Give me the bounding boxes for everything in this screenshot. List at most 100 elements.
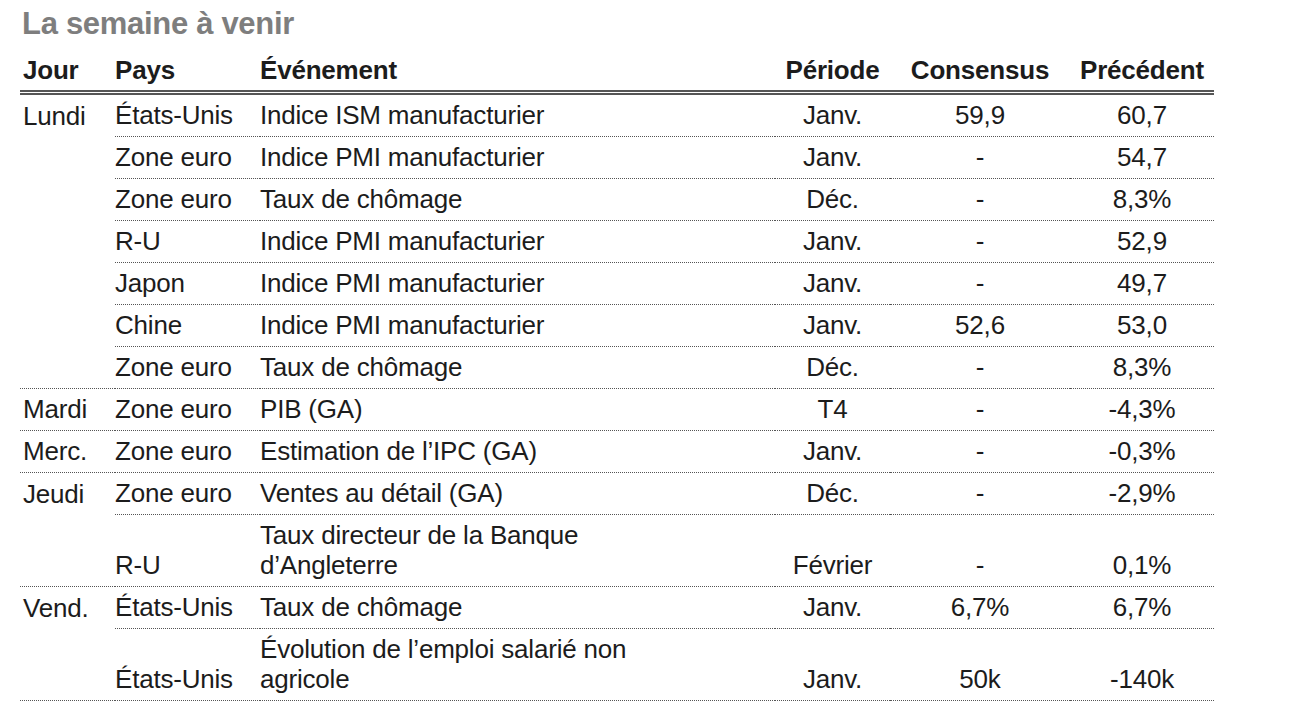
previous-cell: 0,1%	[1070, 515, 1214, 587]
period-cell: Janv.	[775, 587, 890, 629]
consensus-cell: -	[890, 347, 1070, 389]
consensus-cell: -	[890, 221, 1070, 263]
period-cell: T4	[775, 389, 890, 431]
consensus-cell: -	[890, 137, 1070, 179]
week-ahead-table: Jour Pays Événement Période Consensus Pr…	[20, 55, 1214, 701]
consensus-cell: -	[890, 515, 1070, 587]
country-cell: Zone euro	[115, 473, 260, 515]
country-cell: Zone euro	[115, 347, 260, 389]
table-row: R-UTaux directeur de la Banque d’Anglete…	[20, 515, 1214, 587]
country-cell: États-Unis	[115, 93, 260, 137]
day-cell	[20, 305, 115, 347]
event-cell: Indice PMI manufacturier	[260, 221, 775, 263]
previous-cell: -2,9%	[1070, 473, 1214, 515]
country-cell: R-U	[115, 515, 260, 587]
period-cell: Déc.	[775, 473, 890, 515]
event-cell: Indice PMI manufacturier	[260, 305, 775, 347]
country-cell: Zone euro	[115, 137, 260, 179]
day-cell: Lundi	[20, 93, 115, 137]
col-header-pays: Pays	[115, 55, 260, 93]
event-cell: Taux de chômage	[260, 347, 775, 389]
period-cell: Février	[775, 515, 890, 587]
country-cell: Zone euro	[115, 179, 260, 221]
consensus-cell: -	[890, 263, 1070, 305]
previous-cell: -0,3%	[1070, 431, 1214, 473]
table-body: LundiÉtats-UnisIndice ISM manufacturierJ…	[20, 93, 1214, 701]
consensus-cell: 59,9	[890, 93, 1070, 137]
col-header-consensus: Consensus	[890, 55, 1070, 93]
day-cell	[20, 629, 115, 701]
period-cell: Janv.	[775, 263, 890, 305]
table-row: JaponIndice PMI manufacturierJanv.-49,7	[20, 263, 1214, 305]
country-cell: Zone euro	[115, 431, 260, 473]
country-cell: Zone euro	[115, 389, 260, 431]
day-cell	[20, 221, 115, 263]
period-cell: Janv.	[775, 221, 890, 263]
period-cell: Déc.	[775, 347, 890, 389]
event-cell: Évolution de l’emploi salarié non agrico…	[260, 629, 775, 701]
consensus-cell: -	[890, 179, 1070, 221]
table-row: Zone euroIndice PMI manufacturierJanv.-5…	[20, 137, 1214, 179]
table-row: ChineIndice PMI manufacturierJanv.52,653…	[20, 305, 1214, 347]
previous-cell: 54,7	[1070, 137, 1214, 179]
country-cell: États-Unis	[115, 587, 260, 629]
page-title: La semaine à venir	[22, 6, 1214, 42]
event-cell: Taux de chômage	[260, 587, 775, 629]
period-cell: Janv.	[775, 137, 890, 179]
event-cell: Indice PMI manufacturier	[260, 263, 775, 305]
event-cell: PIB (GA)	[260, 389, 775, 431]
table-row: Zone euroTaux de chômageDéc.-8,3%	[20, 179, 1214, 221]
consensus-cell: -	[890, 389, 1070, 431]
table-row: Merc.Zone euroEstimation de l’IPC (GA)Ja…	[20, 431, 1214, 473]
day-cell: Vend.	[20, 587, 115, 629]
week-ahead-page: La semaine à venir Jour Pays Événement P…	[20, 6, 1214, 701]
previous-cell: 52,9	[1070, 221, 1214, 263]
period-cell: Janv.	[775, 629, 890, 701]
previous-cell: -140k	[1070, 629, 1214, 701]
previous-cell: 49,7	[1070, 263, 1214, 305]
day-cell	[20, 179, 115, 221]
period-cell: Janv.	[775, 305, 890, 347]
previous-cell: 60,7	[1070, 93, 1214, 137]
table-row: R-UIndice PMI manufacturierJanv.-52,9	[20, 221, 1214, 263]
table-row: JeudiZone euroVentes au détail (GA)Déc.-…	[20, 473, 1214, 515]
country-cell: Japon	[115, 263, 260, 305]
col-header-precedent: Précédent	[1070, 55, 1214, 93]
event-cell: Indice PMI manufacturier	[260, 137, 775, 179]
consensus-cell: 6,7%	[890, 587, 1070, 629]
event-cell: Indice ISM manufacturier	[260, 93, 775, 137]
previous-cell: 6,7%	[1070, 587, 1214, 629]
previous-cell: 53,0	[1070, 305, 1214, 347]
consensus-cell: 52,6	[890, 305, 1070, 347]
previous-cell: 8,3%	[1070, 179, 1214, 221]
period-cell: Janv.	[775, 431, 890, 473]
country-cell: Chine	[115, 305, 260, 347]
day-cell: Mardi	[20, 389, 115, 431]
table-row: Zone euroTaux de chômageDéc.-8,3%	[20, 347, 1214, 389]
day-cell	[20, 515, 115, 587]
table-row: LundiÉtats-UnisIndice ISM manufacturierJ…	[20, 93, 1214, 137]
consensus-cell: -	[890, 473, 1070, 515]
previous-cell: 8,3%	[1070, 347, 1214, 389]
consensus-cell: -	[890, 431, 1070, 473]
previous-cell: -4,3%	[1070, 389, 1214, 431]
day-cell	[20, 347, 115, 389]
consensus-cell: 50k	[890, 629, 1070, 701]
country-cell: États-Unis	[115, 629, 260, 701]
event-cell: Taux directeur de la Banque d’Angleterre	[260, 515, 775, 587]
day-cell: Jeudi	[20, 473, 115, 515]
table-header-row: Jour Pays Événement Période Consensus Pr…	[20, 55, 1214, 93]
country-cell: R-U	[115, 221, 260, 263]
col-header-jour: Jour	[20, 55, 115, 93]
table-row: États-UnisÉvolution de l’emploi salarié …	[20, 629, 1214, 701]
event-cell: Estimation de l’IPC (GA)	[260, 431, 775, 473]
event-cell: Ventes au détail (GA)	[260, 473, 775, 515]
table-row: Vend.États-UnisTaux de chômageJanv.6,7%6…	[20, 587, 1214, 629]
period-cell: Déc.	[775, 179, 890, 221]
day-cell: Merc.	[20, 431, 115, 473]
col-header-evenement: Événement	[260, 55, 775, 93]
event-cell: Taux de chômage	[260, 179, 775, 221]
day-cell	[20, 137, 115, 179]
col-header-periode: Période	[775, 55, 890, 93]
period-cell: Janv.	[775, 93, 890, 137]
